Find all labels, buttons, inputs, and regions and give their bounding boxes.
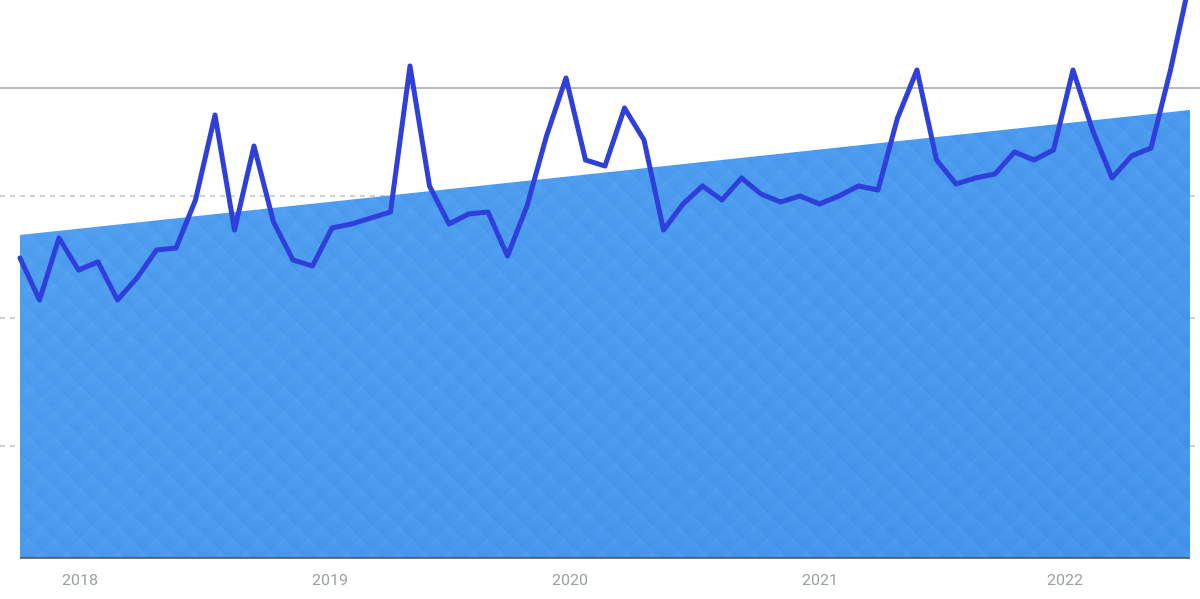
x-axis-label: 2021 <box>802 570 838 589</box>
timeseries-chart: 2018 2019 2020 2021 2022 <box>0 0 1200 599</box>
x-axis-labels: 2018 2019 2020 2021 2022 <box>62 570 1083 589</box>
x-axis-label: 2020 <box>552 570 588 589</box>
x-axis-label: 2022 <box>1047 570 1083 589</box>
trend-area-hatch <box>20 110 1190 558</box>
chart-svg: 2018 2019 2020 2021 2022 <box>0 0 1200 599</box>
x-axis-label: 2018 <box>62 570 98 589</box>
x-axis-label: 2019 <box>312 570 348 589</box>
area-fill <box>20 110 1190 558</box>
